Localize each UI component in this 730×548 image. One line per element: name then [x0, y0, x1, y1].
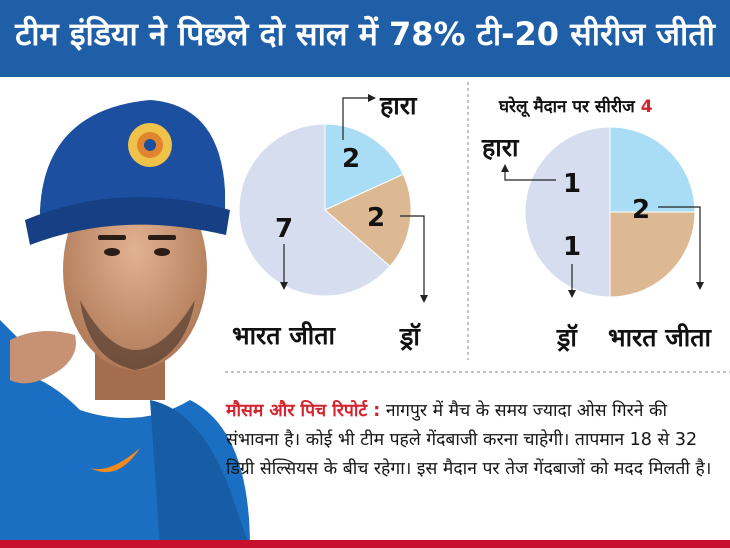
pie1-callout-lost: [342, 97, 368, 140]
page-title: टीम इंडिया ने पिछले दो साल में 78% टी-20…: [15, 15, 715, 53]
weather-pitch-report: मौसम और पिच रिपोर्ट : नागपुर में मैच के …: [226, 397, 722, 484]
pie1-label-won: भारत जीता: [232, 321, 337, 350]
pie2-title: घरेलू मैदान पर सीरीज 4: [498, 96, 653, 118]
pie-chart-2: [524, 126, 696, 298]
pie2-value-won: 2: [632, 195, 650, 225]
pie-chart-1: [238, 123, 412, 297]
pie2-slice-won: [524, 126, 611, 298]
pie1-slice-draw: [324, 173, 412, 268]
pie2-slice-draw: [609, 211, 696, 298]
pie2-value-draw: 1: [563, 232, 581, 262]
pie2-label-won: भारत जीता: [608, 323, 713, 352]
pie2-callout-lost: [504, 172, 556, 181]
pie1-value-draw: 2: [367, 203, 385, 233]
header-banner: टीम इंडिया ने पिछले दो साल में 78% टी-20…: [0, 0, 730, 77]
pie2-label-draw: ड्रॉ: [556, 323, 578, 352]
pie2-slice-lost: [609, 126, 696, 213]
pie1-value-lost: 2: [342, 144, 360, 174]
pie2-label-lost: हारा: [481, 133, 520, 162]
pointing-hand: [10, 331, 76, 384]
pie2-callout-won: [658, 206, 701, 282]
report-text: नागपुर में मैच के समय ज्यादा ओस गिरने की…: [226, 401, 712, 479]
pie1-slice-lost: [324, 123, 404, 211]
pie1-label-draw: ड्रॉ: [399, 322, 421, 351]
report-label: मौसम और पिच रिपोर्ट :: [226, 401, 381, 421]
pie2-value-lost: 1: [563, 169, 581, 199]
cap-brim: [25, 197, 230, 245]
bottom-bar: [0, 540, 730, 548]
pie1-callout-draw: [400, 215, 425, 295]
charts-area: 2 2 7 हारा ड्रॉ भारत जीता घरेलू मैदान पर…: [225, 82, 730, 373]
pie1-value-won: 7: [275, 214, 293, 244]
pie1-slice-won: [238, 123, 391, 297]
swoosh-mark: [90, 448, 140, 473]
player-illustration: [0, 100, 250, 548]
cap: [40, 100, 225, 220]
pie1-label-lost: हारा: [379, 91, 418, 120]
